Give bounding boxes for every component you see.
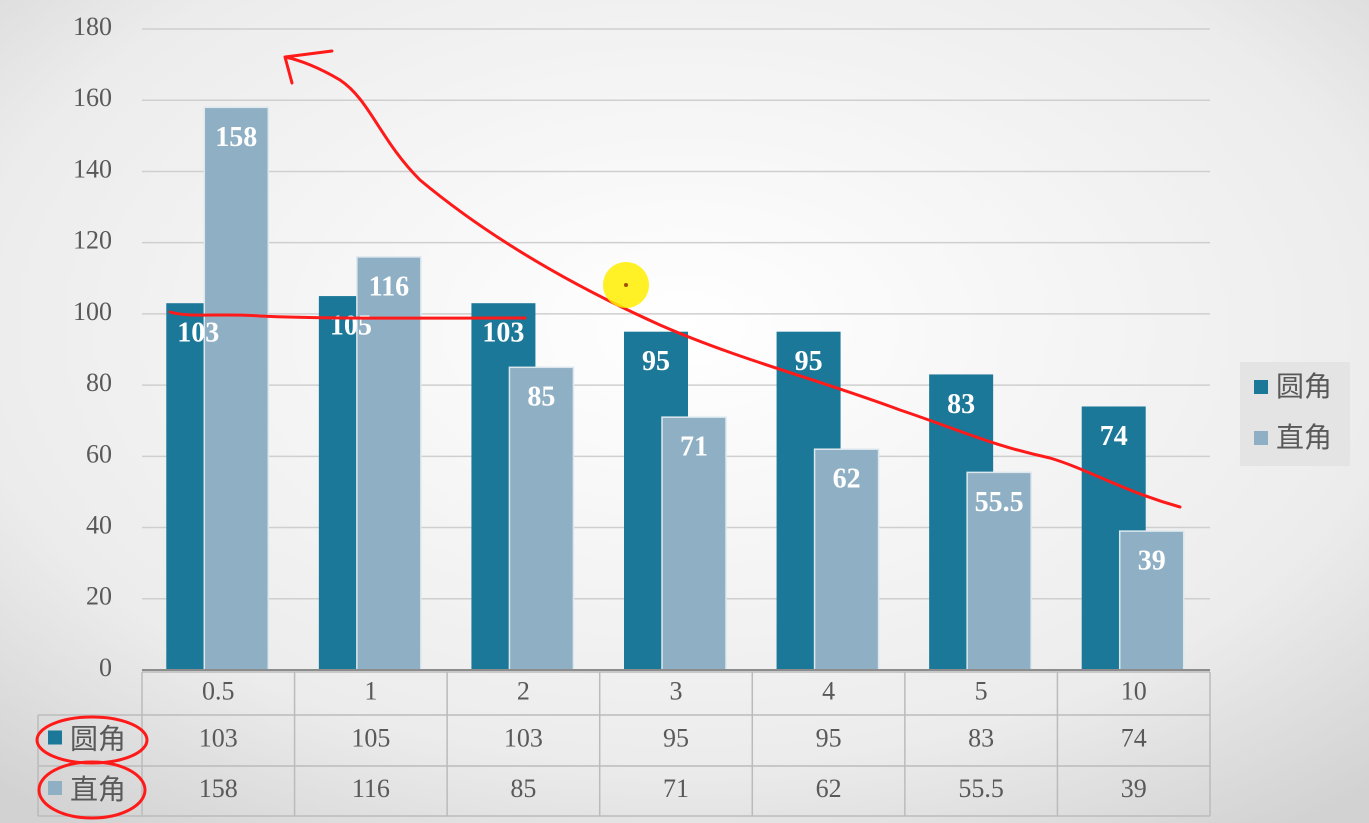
bar <box>813 448 880 671</box>
table-cell: 116 <box>352 774 390 803</box>
y-tick-label: 0 <box>99 653 112 682</box>
annotation-arrow <box>283 49 1182 509</box>
x-tick-label: 0.5 <box>202 676 235 705</box>
y-tick-label: 180 <box>73 12 112 41</box>
table-cell: 95 <box>663 723 689 752</box>
bar <box>356 256 422 671</box>
data-label: 39 <box>1138 546 1166 577</box>
data-label: 103 <box>482 318 524 349</box>
legend-label: 圆角 <box>1276 370 1332 403</box>
table-cell: 158 <box>199 774 238 803</box>
table-cell: 39 <box>1121 774 1147 803</box>
y-tick-label: 80 <box>86 368 112 397</box>
legend-key <box>1254 431 1268 445</box>
bar <box>508 366 575 671</box>
legend-key <box>48 730 62 745</box>
data-label: 158 <box>215 122 257 153</box>
table-cell: 103 <box>199 723 238 752</box>
table-cell: 55.5 <box>958 774 1004 803</box>
legend-box <box>1240 362 1350 466</box>
y-tick-label: 60 <box>86 439 112 468</box>
data-label: 105 <box>330 311 372 342</box>
table-cell: 62 <box>816 774 842 803</box>
y-tick-label: 160 <box>73 83 112 112</box>
annotation-line <box>168 310 527 320</box>
x-tick-label: 1 <box>364 676 377 705</box>
table-cell: 74 <box>1121 723 1147 752</box>
x-tick-label: 3 <box>670 676 683 705</box>
table-cell: 95 <box>816 723 842 752</box>
legend-key <box>48 781 62 795</box>
data-label: 62 <box>833 464 861 495</box>
annotations <box>35 49 1182 820</box>
legend-key <box>1254 380 1268 394</box>
data-label: 116 <box>369 271 409 302</box>
cursor <box>624 283 628 287</box>
y-tick-label: 140 <box>73 154 112 183</box>
data-label: 103 <box>177 318 219 349</box>
x-tick-label: 2 <box>517 676 530 705</box>
x-tick-label: 4 <box>822 676 835 705</box>
table-cell: 83 <box>968 723 994 752</box>
bar <box>1118 530 1185 671</box>
y-tick-label: 40 <box>86 511 112 540</box>
annotation-circle <box>37 760 147 820</box>
data-label: 83 <box>947 389 975 420</box>
bar <box>966 471 1032 671</box>
y-tick-label: 20 <box>86 582 112 611</box>
bar <box>203 106 270 671</box>
legend-label: 直角 <box>1276 421 1332 454</box>
data-label: 95 <box>795 346 823 377</box>
data-label: 71 <box>680 432 708 463</box>
y-tick-label: 120 <box>73 226 112 255</box>
table-cell: 71 <box>663 774 689 803</box>
table-cell: 103 <box>504 723 543 752</box>
y-tick-label: 100 <box>73 297 112 326</box>
data-label: 74 <box>1100 421 1128 452</box>
data-label: 55.5 <box>975 487 1024 518</box>
table-series-name: 直角 <box>70 773 126 806</box>
table-cell: 85 <box>510 774 536 803</box>
x-tick-label: 5 <box>975 676 988 705</box>
data-label: 85 <box>527 382 555 413</box>
x-tick-label: 10 <box>1121 676 1147 705</box>
data-label: 95 <box>642 346 670 377</box>
table-series-name: 圆角 <box>70 723 126 756</box>
table-cell: 105 <box>351 723 390 752</box>
